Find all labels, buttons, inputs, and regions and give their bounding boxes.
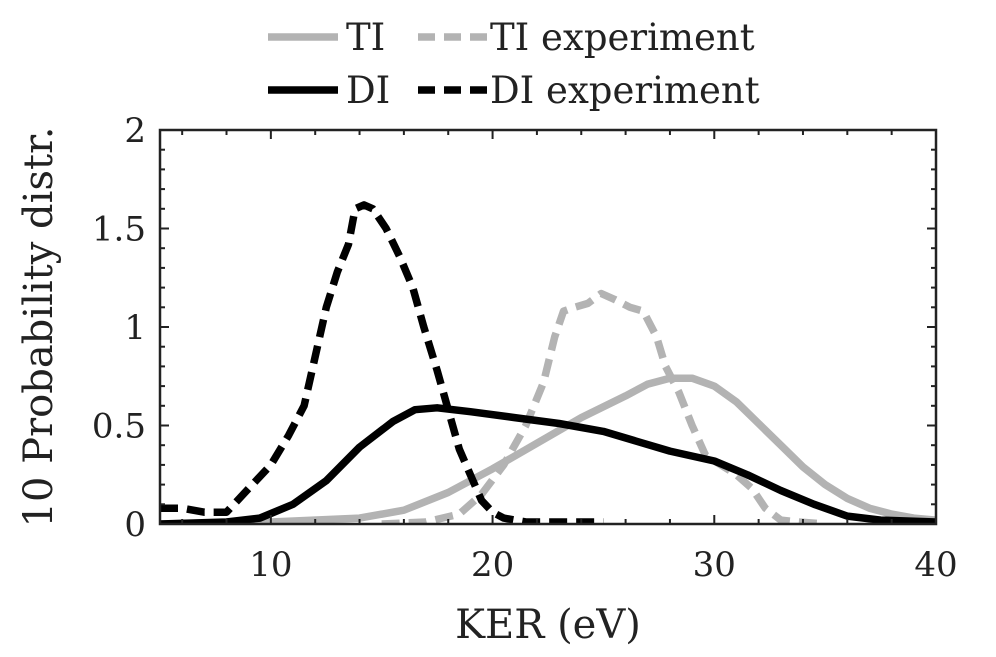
x-axis-label: KER (eV) [455,602,641,648]
series-line-di [160,404,936,524]
x-tick-label: 20 [471,545,514,585]
series-layer [160,201,936,524]
x-tick-label: 40 [914,545,957,585]
series-line-di-experiment [160,201,604,524]
y-tick-label: 0.5 [92,407,146,447]
legend: TI TI experiment DI DI experiment [268,16,760,112]
y-tick-label: 2 [124,111,146,151]
legend-label-di-experiment: DI experiment [490,69,760,112]
tick-layer: 10 20 30 40 0 0.5 1 1.5 2 [92,111,958,585]
y-tick-label: 1 [124,308,146,348]
legend-label-di: DI [346,69,390,112]
x-tick-label: 10 [249,545,292,585]
series-line-ti [160,374,936,524]
legend-label-ti-experiment: TI experiment [490,16,755,59]
legend-label-ti: TI [346,16,385,59]
y-tick-label: 1.5 [92,210,146,250]
y-tick-label: 0 [124,505,146,545]
series-line-ti-experiment [381,289,826,524]
y-axis-label: 10 Probability distr. [16,127,62,528]
x-tick-label: 30 [693,545,736,585]
plot-frame [158,128,938,526]
